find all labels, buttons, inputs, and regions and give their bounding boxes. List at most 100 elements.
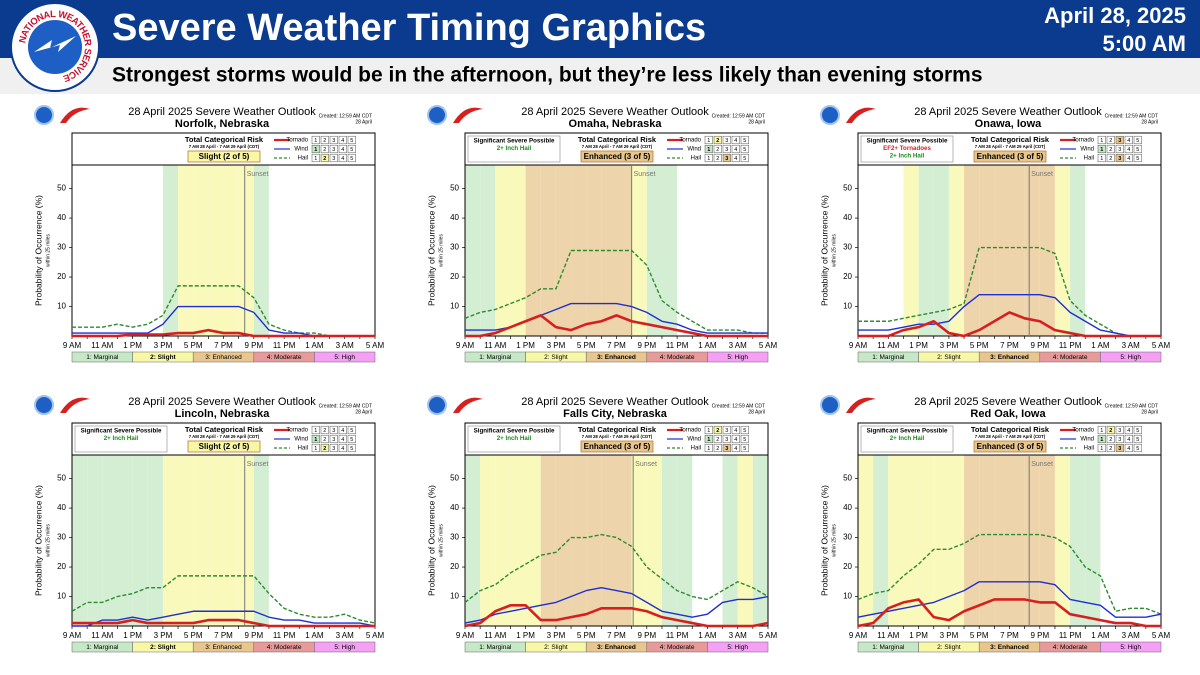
- risk-level-box: [1115, 434, 1124, 444]
- sunset-label: Sunset: [635, 461, 657, 468]
- risk-badge: [973, 150, 1047, 163]
- risk-level-number: 3: [332, 138, 335, 144]
- risk-level-box: [311, 135, 320, 145]
- risk-level-box: [1097, 135, 1106, 145]
- risk-shading: [193, 455, 209, 626]
- risk-level-number: 1: [314, 437, 317, 443]
- risk-badge: [580, 440, 654, 453]
- risk-level-number: 1: [707, 437, 710, 443]
- legend-label: Wind: [687, 437, 701, 443]
- risk-shading: [933, 165, 949, 336]
- risk-level-box: [1124, 443, 1133, 453]
- created-date: 28 April: [355, 119, 372, 125]
- risk-shading: [888, 455, 904, 626]
- x-tick-label: 9 PM: [637, 631, 656, 640]
- risk-level-box: [713, 153, 722, 163]
- risk-level-box: [722, 443, 731, 453]
- risk-shading: [555, 165, 572, 336]
- x-tick-label: 9 AM: [456, 631, 475, 640]
- scale-label: 1: Marginal: [872, 644, 905, 651]
- risk-level-box: [311, 153, 320, 163]
- scale-label: 4: Moderate: [1053, 354, 1088, 361]
- risk-level-number: 2: [323, 428, 326, 434]
- y-tick-label: 40: [57, 503, 66, 512]
- risk-level-number: 3: [1118, 138, 1121, 144]
- risk-level-box: [722, 135, 731, 145]
- risk-level-number: 3: [1118, 156, 1121, 162]
- risk-level-number: 1: [314, 156, 317, 162]
- risk-level-box: [1115, 425, 1124, 435]
- risk-level-number: 3: [332, 428, 335, 434]
- scale-segment: [707, 641, 769, 653]
- x-tick-label: 5 PM: [970, 631, 989, 640]
- x-tick-label: 5 PM: [970, 341, 989, 350]
- risk-shading: [964, 165, 980, 336]
- legend-label: Hail: [298, 446, 308, 452]
- risk-level-box: [713, 425, 722, 435]
- logo-center: [28, 20, 82, 74]
- notes-box: [467, 425, 561, 453]
- series-line: [72, 610, 376, 627]
- scale-label: 1: Marginal: [86, 354, 119, 361]
- risk-level-number: 1: [1100, 138, 1103, 144]
- noaa-logo: [34, 395, 54, 415]
- risk-level-box: [704, 153, 713, 163]
- legend-label: Tornado: [679, 138, 701, 144]
- created: Created: 12:59 AM CDT: [712, 403, 765, 409]
- legend-label: Hail: [1084, 446, 1094, 452]
- risk-level-box: [740, 425, 749, 435]
- risk-level-number: 5: [350, 147, 353, 153]
- risk-level-box: [329, 153, 338, 163]
- risk-level-number: 1: [707, 138, 710, 144]
- risk-level-box: [347, 153, 356, 163]
- risk-level-number: 3: [1118, 437, 1121, 443]
- risk-shading: [586, 455, 602, 626]
- risk-shading: [147, 455, 163, 626]
- risk-level-number: 1: [314, 147, 317, 153]
- risk-level-number: 4: [1127, 428, 1130, 434]
- risk-shading: [495, 455, 511, 626]
- sunset-label: Sunset: [1031, 171, 1053, 178]
- risk-shading: [661, 455, 678, 626]
- x-tick-label: 5 AM: [1152, 631, 1171, 640]
- risk-shading: [616, 455, 632, 626]
- risk-level-number: 4: [734, 138, 737, 144]
- legend-label: Hail: [691, 156, 701, 162]
- created: Created: 12:59 AM CDT: [1105, 113, 1158, 119]
- risk-level-box: [1097, 144, 1106, 154]
- x-tick-label: 11 AM: [877, 341, 899, 350]
- created-date: 28 April: [1141, 119, 1158, 125]
- spc-logo: [453, 107, 483, 123]
- x-tick-label: 11 AM: [91, 341, 113, 350]
- risk-level-number: 2: [1109, 147, 1112, 153]
- risk-label: Enhanced (3 of 5): [584, 442, 651, 451]
- risk-shading: [465, 165, 481, 336]
- risk-level-number: 4: [341, 156, 344, 162]
- risk-level-number: 4: [341, 147, 344, 153]
- risk-shading: [480, 165, 496, 336]
- legend-label: Hail: [1084, 156, 1094, 162]
- risk-level-box: [704, 425, 713, 435]
- y-tick-label: 30: [57, 243, 66, 252]
- x-tick-label: 9 AM: [456, 341, 475, 350]
- risk-level-number: 3: [1118, 147, 1121, 153]
- y-tick-label: 30: [843, 533, 852, 542]
- risk-level-box: [1097, 425, 1106, 435]
- x-tick-label: 5 AM: [759, 631, 778, 640]
- noaa-logo: [820, 105, 840, 125]
- risk-level-number: 1: [707, 147, 710, 153]
- y-tick-label: 50: [450, 184, 459, 193]
- risk-shading: [1009, 165, 1025, 336]
- risk-shading: [918, 455, 934, 626]
- risk-level-box: [320, 144, 329, 154]
- series-line: [858, 246, 1161, 337]
- date: April 28, 2025: [1044, 3, 1186, 28]
- risk-shading: [162, 455, 179, 626]
- risk-level-number: 3: [725, 428, 728, 434]
- note: Significant Severe Possible: [81, 428, 162, 435]
- y-axis-sublabel: within 25 miles: [45, 234, 51, 267]
- x-tick-label: 11 PM: [666, 631, 689, 640]
- risk-level-number: 3: [332, 156, 335, 162]
- y-tick-label: 20: [57, 272, 66, 281]
